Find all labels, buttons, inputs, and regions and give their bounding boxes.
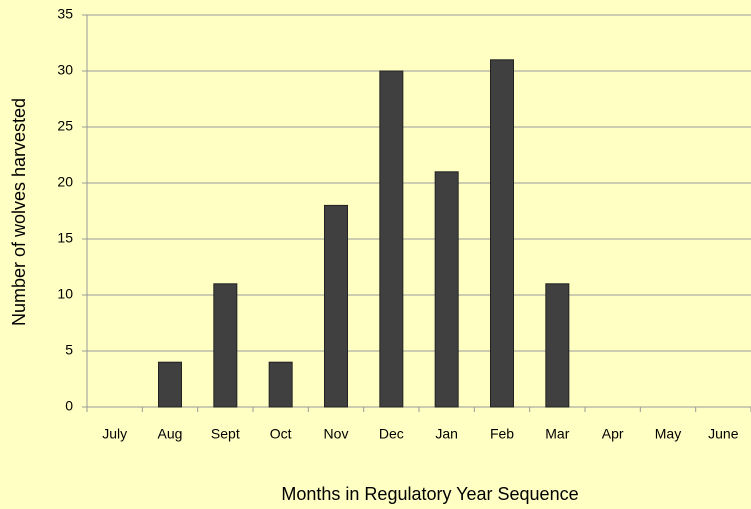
bar [213, 283, 238, 408]
y-tick-label: 15 [57, 230, 73, 246]
x-tick-label: Jan [435, 426, 458, 442]
bar [490, 59, 514, 408]
x-tick-label: May [655, 426, 681, 442]
bar [324, 204, 348, 408]
y-tick-label: 20 [57, 174, 73, 190]
bar [434, 171, 459, 408]
bar [545, 283, 570, 408]
x-tick-label: Mar [545, 426, 569, 442]
x-tick-label: Sept [211, 426, 240, 442]
x-tick-label: June [708, 426, 739, 442]
bar [158, 361, 182, 408]
y-tick-label: 5 [65, 342, 73, 358]
bar [379, 70, 404, 408]
x-tick-label: Apr [602, 426, 624, 442]
x-tick-label: July [102, 426, 127, 442]
x-tick-label: Aug [158, 426, 183, 442]
y-tick-label: 10 [57, 286, 73, 302]
x-tick-label: Oct [270, 426, 292, 442]
y-tick-label: 30 [57, 62, 73, 78]
y-tick-label: 0 [65, 398, 73, 414]
x-axis-label: Months in Regulatory Year Sequence [281, 484, 578, 504]
x-tick-label: Feb [490, 426, 514, 442]
bar [268, 361, 293, 408]
x-tick-label: Dec [379, 426, 404, 442]
x-tick-label: Nov [324, 426, 349, 442]
y-axis-label: Number of wolves harvested [9, 98, 29, 326]
y-tick-label: 25 [57, 118, 73, 134]
y-tick-label: 35 [57, 6, 73, 22]
